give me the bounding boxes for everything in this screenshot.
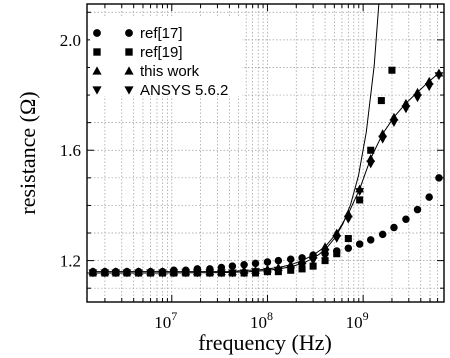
legend-marker — [93, 48, 101, 56]
data-point-3-24 — [366, 160, 376, 169]
data-point-3-9 — [192, 269, 202, 278]
legend-marker — [93, 29, 101, 37]
data-point-2-27 — [401, 98, 411, 107]
data-point-3-12 — [227, 269, 237, 278]
data-point-3-0 — [88, 269, 98, 278]
y-tick-label: 1.2 — [60, 252, 81, 271]
data-point-3-11 — [216, 269, 226, 278]
data-point-2-21 — [332, 228, 342, 237]
data-point-1-19 — [309, 262, 317, 270]
data-point-0-29 — [425, 193, 433, 201]
data-point-2-22 — [343, 209, 353, 218]
data-point-2-24 — [366, 154, 376, 163]
data-point-0-22 — [344, 244, 353, 252]
x-tick-label: 107 — [154, 309, 177, 332]
data-point-3-3 — [122, 269, 132, 278]
data-point-0-30 — [435, 174, 443, 182]
data-point-2-28 — [413, 87, 422, 96]
data-point-3-25 — [378, 135, 388, 144]
data-point-0-15 — [263, 258, 272, 266]
legend-marker — [125, 29, 133, 37]
legend-label: this work — [140, 63, 200, 80]
data-point-3-13 — [239, 269, 249, 278]
data-point-3-21 — [332, 235, 342, 243]
legend-box — [90, 16, 242, 96]
data-point-3-30 — [434, 72, 444, 81]
data-point-0-27 — [402, 215, 410, 223]
data-point-3-10 — [205, 269, 215, 278]
legend-marker — [124, 66, 134, 75]
data-point-0-26 — [390, 223, 398, 232]
data-point-3-15 — [263, 268, 272, 277]
data-point-2-29 — [424, 76, 434, 85]
data-point-3-16 — [273, 266, 283, 275]
data-point-3-17 — [286, 265, 296, 274]
y-tick-label: 1.6 — [60, 141, 81, 160]
legend-marker — [125, 48, 133, 56]
data-point-3-27 — [401, 105, 411, 114]
data-point-3-20 — [320, 248, 330, 257]
data-point-2-18 — [297, 256, 307, 265]
x-axis-title: frequency (Hz) — [198, 330, 332, 355]
data-point-1-26 — [388, 66, 396, 74]
data-point-3-2 — [111, 269, 121, 278]
data-point-1-24 — [367, 146, 375, 154]
data-point-3-28 — [413, 94, 422, 103]
data-point-3-1 — [100, 269, 110, 278]
y-tick-label: 2.0 — [60, 31, 81, 50]
data-point-1-20 — [321, 257, 329, 265]
data-point-1-21 — [333, 250, 341, 258]
data-point-0-14 — [251, 259, 260, 268]
data-point-0-16 — [274, 256, 283, 265]
axis-tick-labels: 107 108 109 1.2 1.6 2.0 — [60, 31, 369, 332]
plot-area — [87, 4, 444, 278]
series-line-2 — [92, 72, 440, 273]
data-point-3-4 — [134, 269, 143, 278]
data-point-2-19 — [308, 250, 318, 259]
data-point-2-20 — [320, 242, 330, 251]
data-point-2-26 — [389, 112, 399, 121]
y-axis-title: resistance (Ω) — [15, 91, 40, 214]
data-point-3-26 — [389, 119, 399, 128]
data-point-1-25 — [377, 97, 385, 105]
data-point-0-25 — [378, 230, 387, 239]
legend-label: ref[17] — [140, 25, 183, 42]
axis-ticks — [87, 4, 445, 302]
legend: ref[17] ref[19] this work ANSYS 5.6.2 — [90, 16, 242, 99]
data-point-3-19 — [308, 257, 318, 266]
data-point-3-23 — [355, 188, 365, 197]
data-point-3-8 — [181, 269, 191, 278]
data-point-0-12 — [228, 262, 237, 270]
data-point-3-5 — [146, 269, 155, 278]
data-point-2-25 — [378, 129, 388, 138]
data-point-3-29 — [424, 83, 434, 92]
data-point-1-22 — [344, 235, 352, 243]
legend-marker — [92, 66, 102, 75]
data-point-3-6 — [158, 269, 167, 278]
legend-label: ANSYS 5.6.2 — [140, 82, 228, 99]
data-point-3-14 — [251, 268, 260, 277]
data-point-0-24 — [366, 236, 375, 244]
plot-frame — [86, 3, 445, 303]
data-point-0-13 — [240, 261, 248, 269]
data-point-0-23 — [355, 240, 364, 248]
data-point-3-7 — [169, 269, 179, 278]
x-tick-label: 108 — [250, 309, 273, 332]
data-point-3-18 — [297, 262, 307, 271]
data-point-0-28 — [413, 205, 422, 214]
legend-marker — [92, 86, 102, 95]
data-point-1-23 — [356, 196, 364, 204]
data-point-0-17 — [286, 255, 295, 263]
x-tick-label: 109 — [346, 309, 369, 332]
legend-label: ref[19] — [140, 44, 183, 61]
legend-marker — [124, 86, 134, 95]
data-point-3-22 — [343, 215, 353, 224]
